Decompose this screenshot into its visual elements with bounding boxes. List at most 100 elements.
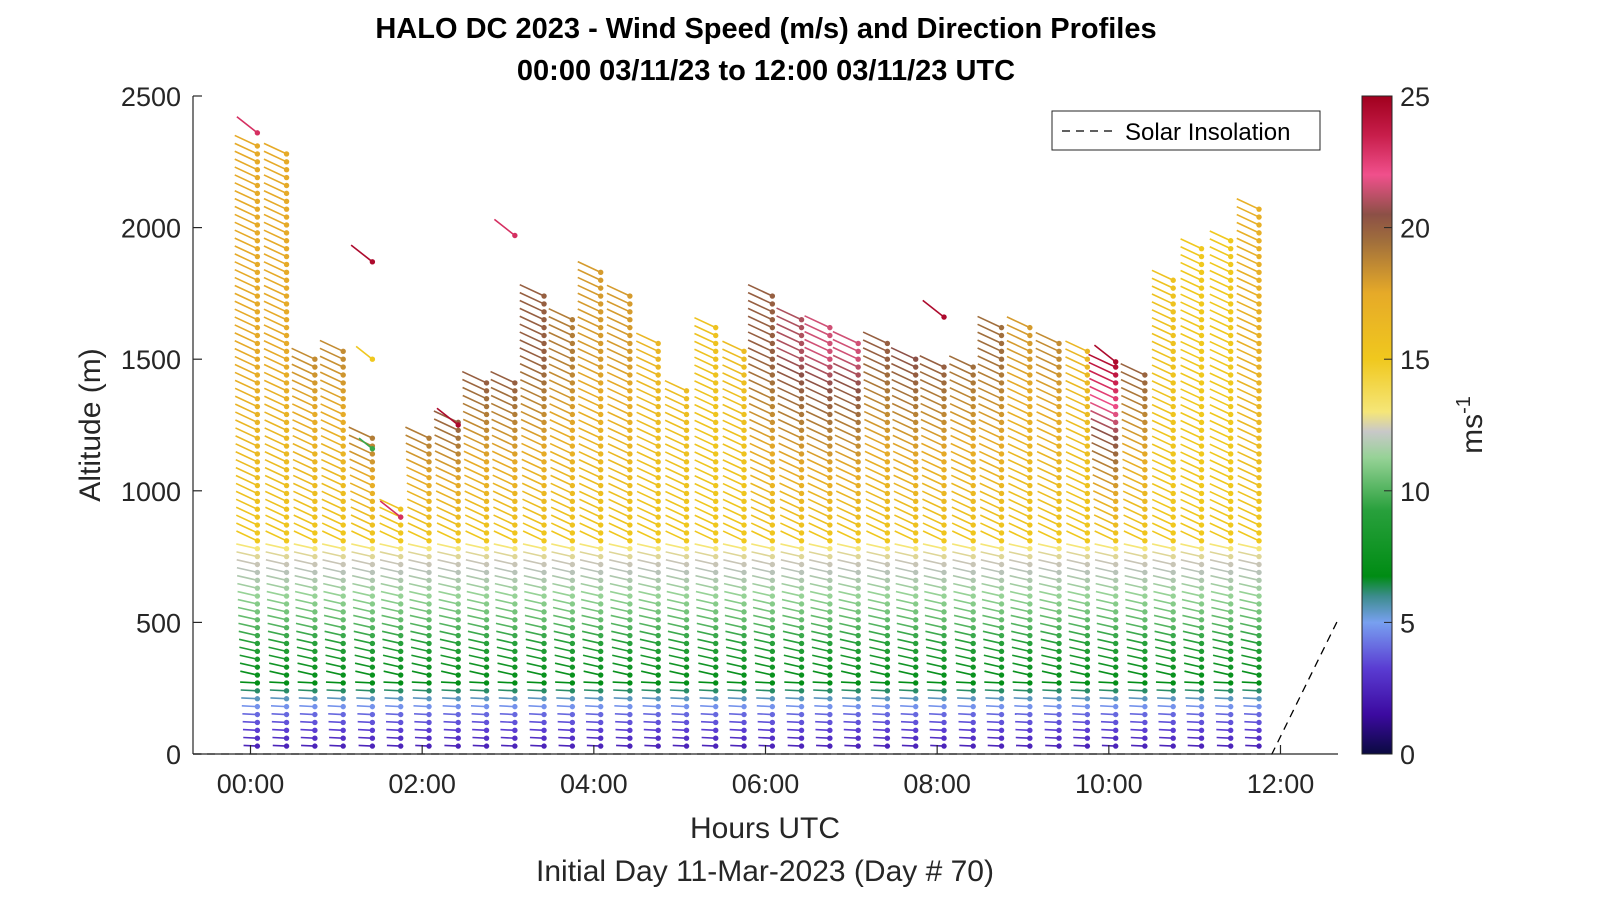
wind-barb <box>722 387 745 400</box>
wind-point <box>941 632 947 639</box>
wind-barb <box>665 543 687 550</box>
wind-point <box>827 482 833 489</box>
wind-barb <box>579 551 601 558</box>
wind-point <box>1170 427 1176 433</box>
wind-barb <box>495 598 516 605</box>
wind-barb <box>1209 498 1232 510</box>
wind-point <box>426 530 432 536</box>
wind-barb <box>780 566 802 574</box>
wind-barb <box>379 551 401 558</box>
wind-barb <box>979 506 1002 518</box>
wind-barb <box>1181 606 1202 613</box>
wind-barb <box>492 498 516 510</box>
wind-point <box>569 624 576 631</box>
wind-point <box>855 364 861 370</box>
wind-point <box>1256 459 1262 465</box>
wind-barb <box>1006 339 1031 353</box>
wind-barb <box>694 543 716 550</box>
wind-point <box>855 703 861 710</box>
wind-barb <box>552 598 573 605</box>
wind-point <box>1084 672 1091 678</box>
wind-point <box>741 538 747 544</box>
wind-point <box>455 672 461 678</box>
wind-point <box>254 151 261 157</box>
wind-barb <box>636 364 659 376</box>
wind-barb <box>610 598 631 605</box>
wind-point <box>1170 530 1176 536</box>
wind-point <box>1112 482 1119 489</box>
wind-barb <box>1090 425 1117 439</box>
wind-point <box>426 680 432 686</box>
wind-point <box>283 569 290 576</box>
wind-barb <box>1210 590 1231 597</box>
wind-point <box>283 711 290 718</box>
wind-point <box>512 474 518 481</box>
wind-barb <box>1011 630 1031 637</box>
wind-barb <box>896 622 916 629</box>
wind-point <box>683 719 690 726</box>
wind-point <box>884 474 891 481</box>
wind-point <box>1084 490 1091 497</box>
wind-point <box>1198 348 1205 355</box>
wind-barb <box>748 410 773 424</box>
wind-point <box>455 593 461 599</box>
wind-point <box>798 332 805 339</box>
wind-barb <box>1237 498 1260 510</box>
wind-point <box>941 546 947 552</box>
wind-point <box>998 743 1005 749</box>
wind-point <box>741 617 747 623</box>
wind-point <box>512 427 518 433</box>
wind-barb <box>292 466 316 479</box>
wind-barb <box>776 307 802 321</box>
wind-barb <box>866 530 888 542</box>
wind-barb <box>549 411 573 424</box>
wind-point <box>1170 340 1176 347</box>
wind-point <box>283 553 290 560</box>
wind-point <box>998 617 1005 623</box>
wind-barb <box>322 559 344 566</box>
wind-point <box>855 482 861 489</box>
wind-barb <box>234 324 258 337</box>
wind-point <box>769 467 776 473</box>
wind-point <box>655 577 661 583</box>
wind-point <box>655 632 661 639</box>
wind-point <box>1228 609 1234 615</box>
wind-point <box>998 380 1005 386</box>
wind-point <box>1198 672 1205 678</box>
wind-barb <box>320 427 344 439</box>
wind-point <box>426 569 432 576</box>
wind-point <box>884 482 891 489</box>
wind-barb <box>747 331 773 345</box>
wind-barb <box>694 482 717 495</box>
wind-barb <box>579 514 602 526</box>
wind-barb <box>380 574 401 582</box>
wind-barb <box>1010 606 1031 613</box>
wind-point <box>598 403 604 410</box>
wind-barb <box>1037 498 1060 510</box>
wind-point <box>340 672 346 678</box>
wind-point <box>312 411 318 418</box>
wind-point <box>312 498 318 505</box>
wind-barb <box>924 598 945 605</box>
wind-barb <box>410 630 430 637</box>
wind-point <box>512 482 518 489</box>
wind-barb <box>519 339 545 353</box>
wind-barb <box>577 379 602 392</box>
wind-barb <box>807 490 831 503</box>
wind-barb <box>1068 622 1088 629</box>
wind-point <box>941 419 947 426</box>
wind-barb <box>1123 530 1146 542</box>
wind-point <box>941 617 947 623</box>
wind-point <box>970 632 976 639</box>
wind-barb <box>1236 237 1260 250</box>
wind-point <box>713 324 719 331</box>
wind-point <box>884 553 891 560</box>
wind-point <box>627 293 633 299</box>
wind-point <box>683 743 690 749</box>
wind-point <box>283 174 290 181</box>
wind-point <box>1170 648 1176 655</box>
wind-barb <box>410 646 430 653</box>
wind-point <box>1112 617 1119 623</box>
wind-point <box>1256 703 1262 710</box>
wind-point <box>970 364 976 370</box>
